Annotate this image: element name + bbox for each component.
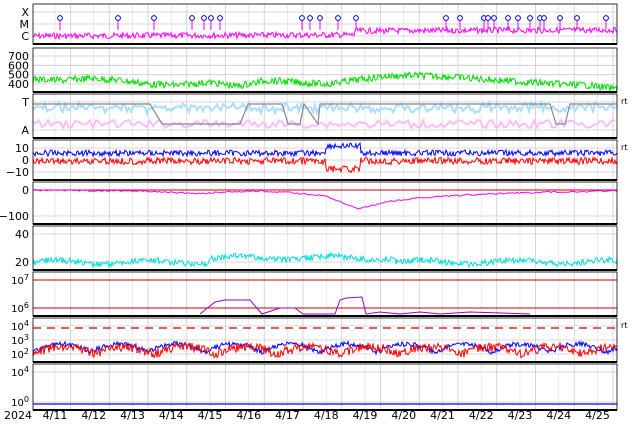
xtick-4/24: 4/24 — [546, 409, 571, 422]
ytick-proton-0: 107 — [11, 273, 29, 287]
series-electron-red — [32, 341, 618, 359]
series-speed — [32, 71, 618, 92]
xtick-4/15: 4/15 — [198, 409, 223, 422]
ytick-electron-2: 102 — [11, 347, 29, 361]
ytick-sector-1: A — [21, 124, 29, 137]
year-label: 2024 — [4, 409, 32, 422]
panel-proton — [32, 271, 618, 317]
ytick-electron-1: 103 — [11, 333, 29, 347]
panel-neutron — [32, 363, 618, 411]
series-sector-away — [32, 117, 616, 131]
ytick-speed-3: 400 — [8, 78, 29, 91]
series-sector-gray — [33, 102, 617, 126]
series-sector-toward — [32, 98, 618, 117]
right-label-electron: rt — [621, 321, 627, 330]
panel-xray: XMC — [20, 3, 618, 45]
flare-marker — [457, 15, 463, 21]
ytick-kp-0: 40 — [15, 228, 29, 241]
flare-marker — [208, 15, 214, 21]
ytick-sector-0: T — [21, 96, 29, 109]
flare-marker — [527, 15, 533, 21]
ytick-bz-1: 0 — [22, 154, 29, 167]
xtick-4/14: 4/14 — [159, 409, 184, 422]
flare-marker — [491, 15, 497, 21]
flare-marker — [299, 15, 305, 21]
panel-sector: T Art — [21, 93, 627, 139]
ytick-neutron-0: 104 — [11, 365, 29, 379]
flare-marker — [603, 15, 609, 21]
xtick-4/23: 4/23 — [508, 409, 533, 422]
ytick-xray-0: X — [21, 6, 29, 19]
ytick-dst-1: −100 — [0, 210, 29, 223]
ytick-speed-2: 500 — [8, 69, 29, 82]
flare-marker — [217, 15, 223, 21]
xtick-4/22: 4/22 — [469, 409, 494, 422]
ytick-neutron-1: 100 — [11, 395, 29, 409]
xtick-4/13: 4/13 — [120, 409, 145, 422]
right-label-bz: rt — [621, 143, 627, 152]
flare-marker — [151, 15, 157, 21]
right-label-sector: rt — [621, 97, 627, 106]
xtick-4/19: 4/19 — [353, 409, 378, 422]
xtick-4/11: 4/11 — [43, 409, 68, 422]
ytick-speed-0: 700 — [8, 50, 29, 63]
series-proton — [199, 296, 531, 315]
series-bz — [32, 155, 618, 174]
ytick-bz-0: 10 — [15, 142, 29, 155]
flare-marker — [189, 15, 195, 21]
panel-bz: 100−10 rt — [6, 139, 627, 181]
flare-marker — [335, 15, 341, 21]
flare-marker — [541, 15, 547, 21]
ytick-electron-0: 104 — [11, 319, 29, 333]
flare-marker — [57, 15, 63, 21]
flare-marker — [574, 15, 580, 21]
ytick-bz-2: −10 — [6, 166, 29, 179]
flare-marker — [505, 15, 511, 21]
series-xray — [32, 25, 618, 41]
xtick-4/18: 4/18 — [314, 409, 339, 422]
xtick-4/12: 4/12 — [81, 409, 106, 422]
flare-marker — [443, 15, 449, 21]
flare-marker — [317, 15, 323, 21]
flare-marker — [353, 15, 359, 21]
ytick-kp-1: 20 — [15, 256, 29, 269]
xtick-4/25: 4/25 — [585, 409, 610, 422]
xtick-4/21: 4/21 — [430, 409, 455, 422]
xtick-4/20: 4/20 — [391, 409, 416, 422]
ytick-proton-1: 106 — [11, 301, 29, 315]
flare-marker — [307, 15, 313, 21]
ytick-xray-1: M — [20, 18, 30, 31]
xtick-4/16: 4/16 — [236, 409, 261, 422]
xtick-4/17: 4/17 — [275, 409, 300, 422]
ytick-xray-2: C — [21, 30, 29, 43]
panel-electron: rt — [32, 317, 627, 363]
flare-marker — [485, 15, 491, 21]
panel-kp: 40 20 — [15, 225, 618, 271]
flare-marker — [115, 15, 121, 21]
flare-marker — [201, 15, 207, 21]
ytick-speed-1: 600 — [8, 59, 29, 72]
panel-dst: 0 −100 — [0, 181, 618, 225]
series-dst — [32, 188, 618, 210]
ytick-dst-0: 0 — [22, 184, 29, 197]
series-kp — [32, 251, 618, 269]
flare-marker — [557, 15, 563, 21]
flare-marker — [515, 15, 521, 21]
series-bt — [32, 141, 618, 158]
